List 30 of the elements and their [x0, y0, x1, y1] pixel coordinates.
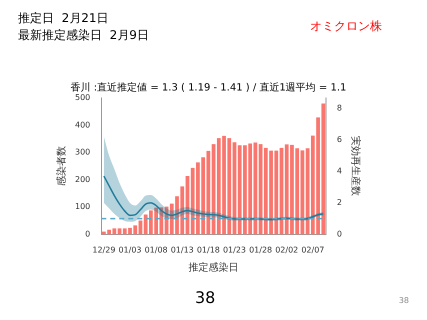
x-tick-label: 12/29: [92, 245, 116, 254]
x-tick-label: 01/18: [196, 245, 220, 254]
x-tick-label: 01/28: [249, 245, 272, 254]
y-tick-label: 400: [74, 120, 90, 130]
text: 推定日 2月21日: [18, 10, 109, 27]
y-tick-label: 500: [74, 93, 90, 102]
x-tick-label: 02/02: [275, 245, 298, 254]
y2-tick-label: 6: [336, 134, 342, 144]
x-tick-label: 01/13: [170, 245, 194, 254]
x-tick-label: 01/08: [144, 245, 168, 254]
text: オミクロン株: [310, 18, 382, 35]
x-tick-label: 01/23: [222, 245, 246, 254]
text: 38: [195, 288, 216, 307]
x-tick-label: 01/03: [118, 245, 142, 254]
chart-title: 香川 :直近推定値 = 1.3 ( 1.19 - 1.41 ) / 直近1週平均 = 1.1: [70, 82, 346, 94]
y-tick-label: 0: [85, 229, 90, 238]
x-axis-title: 推定感染日: [188, 262, 239, 274]
y2-axis-title: 実効再生産数: [349, 136, 362, 196]
y2-tick-label: 2: [336, 198, 342, 207]
y-tick-label: 300: [74, 148, 90, 157]
x-tick-label: 02/07: [301, 245, 324, 254]
y2-tick-label: 4: [336, 166, 342, 176]
text: 最新推定感染日 2月9日: [18, 27, 149, 44]
y-tick-label: 200: [74, 174, 90, 184]
y2-tick-label: 0: [336, 229, 342, 238]
line-series: [103, 175, 324, 220]
text: 38: [398, 296, 409, 305]
y-tick-label: 100: [74, 202, 90, 212]
y2-tick-label: 8: [336, 103, 342, 112]
y-axis-title: 感染者数: [56, 146, 68, 186]
